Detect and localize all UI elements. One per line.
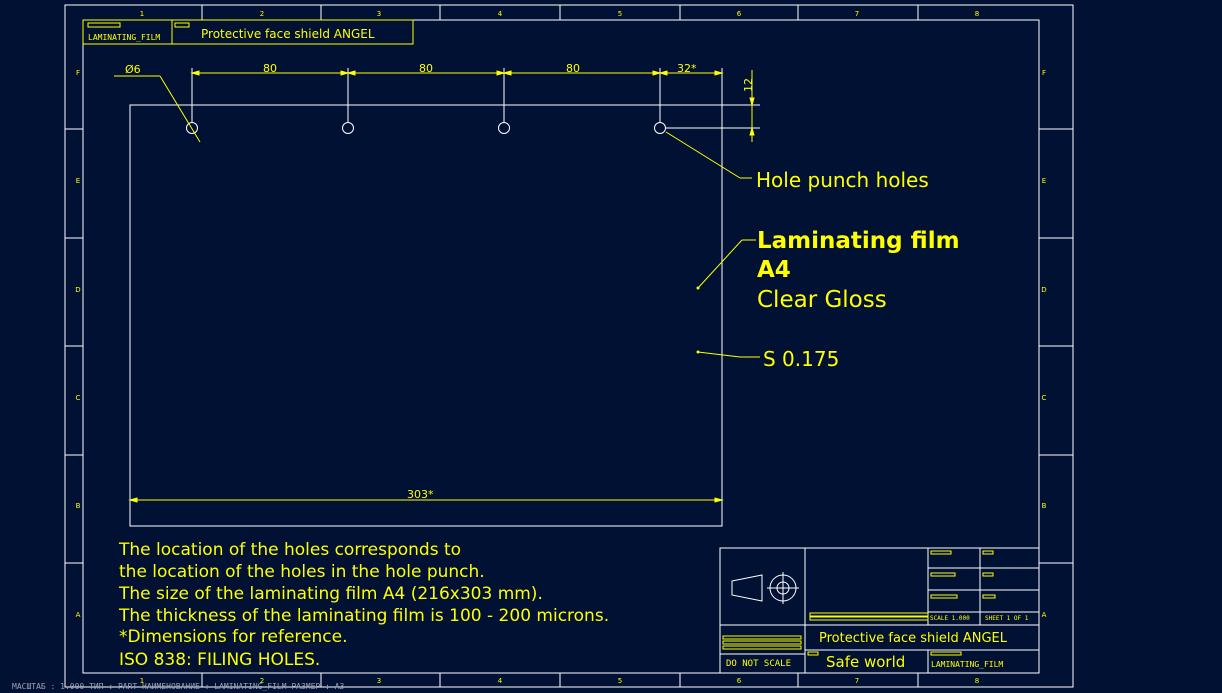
film-outline xyxy=(129,104,723,527)
ruler-label: C xyxy=(1042,394,1047,402)
ruler-label: B xyxy=(76,502,81,510)
title-block-title: Protective face shield ANGEL xyxy=(819,631,1008,646)
ruler-label: 1 xyxy=(140,677,144,685)
ruler-label: 4 xyxy=(498,10,503,18)
do-not-scale-label: DO NOT SCALE xyxy=(726,659,791,669)
thickness-callout: S 0.175 xyxy=(763,347,839,371)
ruler-label: B xyxy=(1042,502,1047,510)
hole-punch-callout: Hole punch holes xyxy=(756,168,929,192)
film-width-dimension: 303* xyxy=(407,488,434,501)
ruler-label: E xyxy=(1042,177,1046,185)
ruler-ticks xyxy=(65,5,1073,687)
top-offset-dimension: 12 xyxy=(742,78,755,92)
material-leader-dot xyxy=(696,286,700,290)
ruler-label: 6 xyxy=(737,677,742,685)
ruler-label: F xyxy=(1042,69,1046,77)
punch-hole-2 xyxy=(342,122,354,134)
ruler-label: E xyxy=(76,177,80,185)
sheet-label: SHEET 1 OF 1 xyxy=(985,615,1029,622)
ruler-label: A xyxy=(76,611,81,619)
punch-hole-1 xyxy=(186,122,198,134)
ruler-label: 5 xyxy=(618,677,622,685)
punch-hole-3 xyxy=(498,122,510,134)
ruler-label: 3 xyxy=(377,10,381,18)
material-finish-callout: Clear Gloss xyxy=(757,287,887,313)
ruler-label: 3 xyxy=(377,677,381,685)
note-line: The location of the holes corresponds to xyxy=(118,540,461,560)
ruler-label: 2 xyxy=(260,677,264,685)
projection-symbol-icon xyxy=(731,572,799,604)
scale-label: SCALE 1.000 xyxy=(930,615,970,622)
ruler-label: D xyxy=(1041,286,1046,294)
ruler-label: 7 xyxy=(855,10,859,18)
ruler-label: 2 xyxy=(260,10,264,18)
drawing-notes: The location of the holes corresponds to… xyxy=(118,540,609,670)
company-name: Safe world xyxy=(826,653,905,671)
callout-leaders xyxy=(665,131,760,358)
ruler-label: 4 xyxy=(498,677,503,685)
ruler-label: 6 xyxy=(737,10,742,18)
ruler-label: F xyxy=(76,69,80,77)
status-bar: МАСШТАБ : 1.000 ТИП : PART НАИМЕНОВАНИЕ … xyxy=(12,682,345,691)
diameter-leader xyxy=(114,75,201,143)
corner-tag-title: Protective face shield ANGEL xyxy=(201,27,375,41)
hole-spacing-dimension-2: 80 xyxy=(419,62,433,75)
material-callout-line1: Laminating film xyxy=(757,228,960,254)
extension-lines xyxy=(129,68,760,526)
hole-diameter-dimension: Ø6 xyxy=(125,63,141,76)
title-block-part-name: LAMINATING_FILM xyxy=(931,660,1003,669)
note-line: The size of the laminating film A4 (216x… xyxy=(118,584,543,604)
ruler-label: 5 xyxy=(618,10,622,18)
note-line: *Dimensions for reference. xyxy=(119,627,347,647)
ruler-label: C xyxy=(76,394,81,402)
material-callout-line2: A4 xyxy=(757,257,791,283)
punch-hole-4 xyxy=(654,122,666,134)
dimension-lines xyxy=(128,70,755,503)
title-block: SCALE 1.000 SHEET 1 OF 1 Protective face… xyxy=(719,547,1040,674)
ruler-label: 1 xyxy=(140,10,144,18)
edge-offset-dimension: 32* xyxy=(677,62,697,75)
thickness-leader-dot xyxy=(696,350,700,354)
ruler-label: 8 xyxy=(975,677,979,685)
title-block-fields xyxy=(722,550,996,656)
corner-tag-part-name: LAMINATING_FILM xyxy=(88,33,160,42)
hole-spacing-dimension-1: 80 xyxy=(263,62,277,75)
hole-spacing-dimension-3: 80 xyxy=(566,62,580,75)
ruler-label: 8 xyxy=(975,10,979,18)
ruler-label: 7 xyxy=(855,677,859,685)
note-line: ISO 838: FILING HOLES. xyxy=(119,650,320,670)
corner-tag: LAMINATING_FILM Protective face shield A… xyxy=(82,19,414,45)
note-line: the location of the holes in the hole pu… xyxy=(119,562,485,582)
ruler-label: D xyxy=(75,286,80,294)
note-line: The thickness of the laminating film is … xyxy=(118,606,609,626)
ruler-label: A xyxy=(1042,611,1047,619)
